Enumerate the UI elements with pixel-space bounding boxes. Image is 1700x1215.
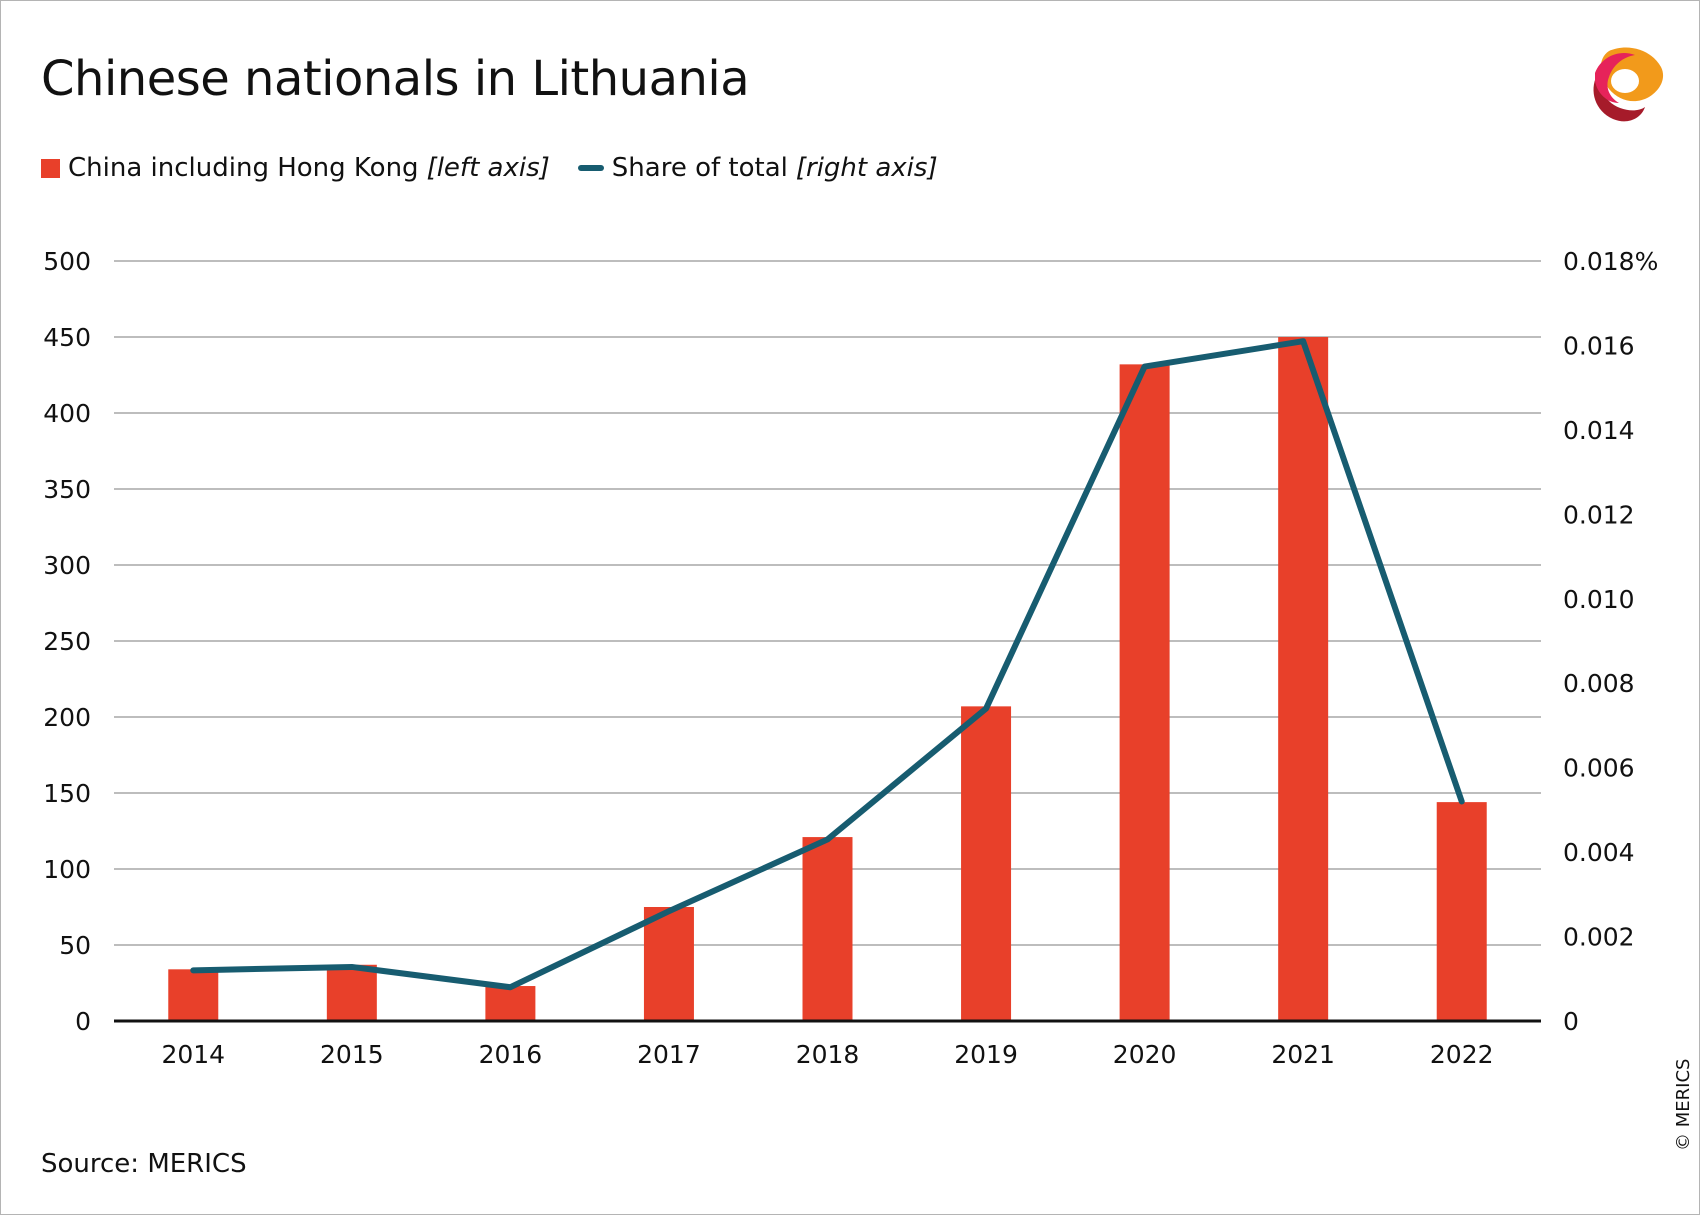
- x-axis-tick-label: 2014: [161, 1040, 225, 1069]
- right-axis-tick-label: 0.004: [1563, 838, 1635, 867]
- right-axis-tick-label: 0.014: [1563, 416, 1635, 445]
- legend-bar-note: [left axis]: [426, 153, 550, 183]
- legend: China including Hong Kong [left axis] Sh…: [41, 153, 966, 183]
- chart-title: Chinese nationals in Lithuania: [41, 51, 750, 107]
- right-axis-tick-label: 0: [1563, 1007, 1579, 1036]
- line-point: [1300, 338, 1306, 344]
- left-axis-tick-label: 50: [59, 931, 91, 960]
- bar: [643, 907, 694, 1021]
- legend-line-note: [right axis]: [795, 153, 938, 183]
- left-axis-tick-label: 400: [43, 399, 91, 428]
- legend-item-bars: China including Hong Kong [left axis]: [41, 153, 550, 183]
- right-axis-tick-label: 0.012: [1563, 500, 1635, 529]
- right-axis-tick-label: 0.008: [1563, 669, 1635, 698]
- line-point: [825, 836, 830, 842]
- bar: [1436, 802, 1487, 1021]
- copyright-note: © MERICS: [1673, 1058, 1694, 1151]
- bar: [802, 837, 853, 1021]
- x-axis-tick-label: 2019: [954, 1040, 1018, 1069]
- bar: [168, 969, 219, 1021]
- line-point: [1142, 364, 1148, 370]
- line-point: [983, 706, 989, 712]
- left-axis-tick-label: 450: [43, 323, 91, 352]
- right-axis-tick-label: 0.010: [1563, 585, 1635, 614]
- right-axis-tick-label: 0.002: [1563, 923, 1635, 952]
- x-axis-tick-label: 2017: [637, 1040, 701, 1069]
- legend-line-label: Share of total: [611, 153, 788, 183]
- left-axis-tick-label: 250: [43, 627, 91, 656]
- line-point: [1459, 798, 1465, 804]
- left-axis-tick-label: 200: [43, 703, 91, 732]
- legend-bar-swatch: [41, 158, 60, 178]
- x-axis-tick-label: 2022: [1430, 1040, 1494, 1069]
- merics-logo-icon: [1593, 47, 1664, 122]
- x-axis-tick-label: 2015: [320, 1040, 384, 1069]
- x-axis-tick-label: 2021: [1271, 1040, 1335, 1069]
- bar: [326, 964, 377, 1021]
- bar: [1278, 337, 1329, 1021]
- left-axis-tick-label: 0: [75, 1007, 91, 1036]
- line-point: [507, 984, 513, 990]
- right-axis-tick-label: 0.016: [1563, 331, 1635, 360]
- line-point: [349, 964, 355, 970]
- bar: [485, 986, 536, 1021]
- legend-item-line: Share of total [right axis]: [577, 153, 938, 183]
- x-axis-tick-label: 2018: [796, 1040, 860, 1069]
- legend-line-swatch: [577, 165, 604, 171]
- bar: [961, 706, 1012, 1021]
- legend-bar-label: China including Hong Kong: [68, 153, 419, 183]
- right-axis-tick-label: 0.018%: [1563, 247, 1658, 276]
- source-note: Source: MERICS: [41, 1149, 247, 1179]
- left-axis-tick-label: 150: [43, 779, 91, 808]
- bar: [1119, 364, 1170, 1021]
- line-point: [190, 967, 196, 973]
- right-axis-tick-label: 0.006: [1563, 754, 1635, 783]
- left-axis-tick-label: 100: [43, 855, 91, 884]
- line-point: [666, 908, 672, 914]
- left-axis-tick-label: 350: [43, 475, 91, 504]
- left-axis-tick-label: 500: [43, 247, 91, 276]
- x-axis-tick-label: 2020: [1113, 1040, 1177, 1069]
- x-axis-tick-label: 2016: [479, 1040, 543, 1069]
- left-axis-tick-label: 300: [43, 551, 91, 580]
